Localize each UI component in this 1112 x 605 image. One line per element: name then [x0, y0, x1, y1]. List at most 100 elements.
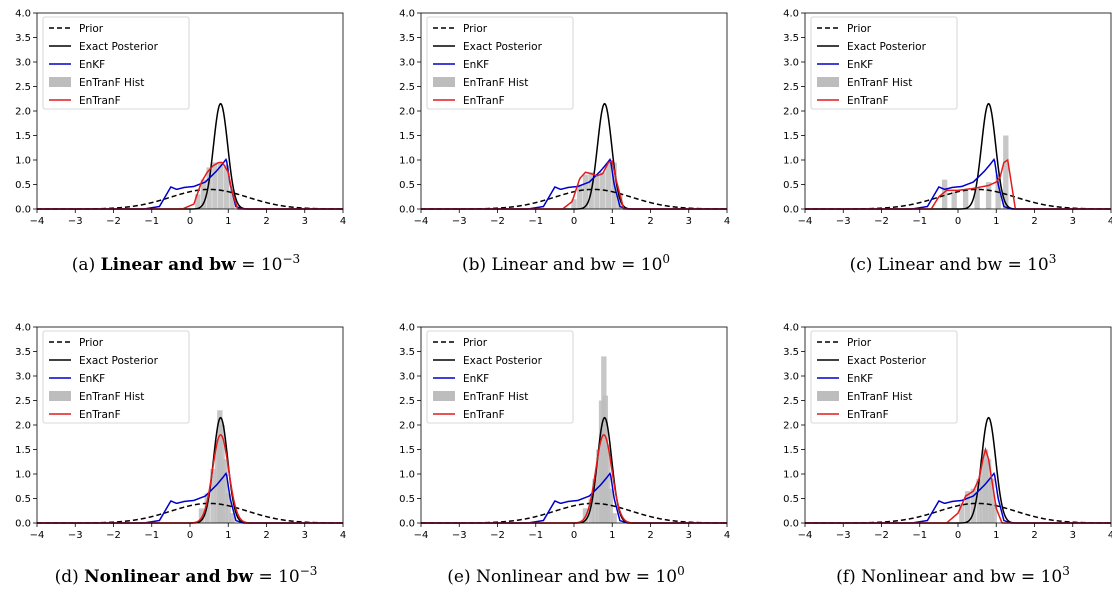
- x-tick-label: −1: [528, 530, 543, 541]
- y-tick-label: 1.0: [15, 470, 31, 481]
- y-tick-label: 0.0: [399, 519, 415, 530]
- hist-bar: [974, 186, 980, 209]
- hist-bar: [571, 199, 577, 209]
- hist-bar: [225, 493, 231, 523]
- legend-label: Prior: [463, 23, 488, 35]
- legend-label: EnTranF Hist: [463, 391, 528, 403]
- y-tick-label: 0.0: [783, 205, 799, 216]
- y-tick-label: 0.5: [783, 180, 799, 191]
- y-tick-label: 0.5: [399, 494, 415, 505]
- x-tick-label: 1: [609, 216, 615, 227]
- legend-label: Exact Posterior: [847, 355, 927, 367]
- legend-label: EnTranF: [463, 95, 505, 107]
- x-tick-label: −4: [30, 530, 45, 541]
- y-tick-label: 3.0: [15, 58, 31, 69]
- y-tick-label: 2.0: [15, 107, 31, 118]
- hist-bar: [229, 189, 235, 209]
- legend-swatch-hist: [817, 391, 839, 401]
- x-tick-label: 3: [302, 530, 308, 541]
- x-tick-label: −3: [836, 216, 851, 227]
- legend-label: EnTranF Hist: [79, 391, 144, 403]
- legend-label: EnKF: [463, 59, 489, 71]
- x-tick-label: −2: [490, 216, 505, 227]
- caption-d: (d) Nonlinear and bw = 10−3: [55, 564, 318, 587]
- entranf-line: [421, 433, 727, 524]
- y-tick-label: 0.0: [15, 519, 31, 530]
- y-tick-label: 1.5: [783, 131, 799, 142]
- x-tick-label: −4: [30, 216, 45, 227]
- y-tick-label: 2.5: [399, 396, 415, 407]
- exact-posterior-line: [421, 416, 727, 524]
- y-tick-label: 1.0: [783, 156, 799, 167]
- hist-bar: [219, 425, 225, 523]
- x-tick-label: 0: [187, 216, 193, 227]
- hist-bar: [988, 478, 995, 523]
- exact-posterior-line: [805, 416, 1111, 524]
- y-tick-label: 1.5: [15, 445, 31, 456]
- y-tick-label: 3.0: [15, 372, 31, 383]
- legend-swatch-hist: [49, 77, 71, 87]
- enkf-line: [421, 471, 727, 524]
- legend-swatch-hist: [817, 77, 839, 87]
- legend-label: EnTranF Hist: [79, 77, 144, 89]
- legend-label: Prior: [847, 337, 872, 349]
- x-tick-label: −3: [452, 530, 467, 541]
- legend-label: EnKF: [79, 59, 105, 71]
- y-tick-label: 1.5: [783, 445, 799, 456]
- y-tick-label: 4.0: [783, 323, 799, 334]
- hist-bar: [964, 491, 971, 523]
- x-tick-label: −4: [414, 530, 429, 541]
- chart-panel-e: −4 −3 −2 −1 0 1 2 3 4 0.0 0.5 1.0 1.5 2.0 2.5 3.0 3.5 4.0…: [399, 323, 730, 542]
- hist-bar: [1003, 135, 1009, 209]
- hist-bar: [577, 184, 583, 209]
- chart-panel-c: −4 −3 −2 −1 0 1 2 3 4 0.0 0.5 1.0 1.5 2.0 2.5 3.0 3.5 4.0…: [783, 9, 1112, 228]
- y-tick-label: 2.0: [15, 421, 31, 432]
- x-tick-label: 1: [609, 530, 615, 541]
- x-tick-label: 0: [955, 216, 961, 227]
- legend-label: EnTranF Hist: [847, 77, 912, 89]
- y-tick-label: 1.0: [399, 470, 415, 481]
- x-tick-label: 0: [955, 530, 961, 541]
- y-tick-label: 3.5: [399, 33, 415, 44]
- legend-box: [810, 330, 958, 424]
- prior-line: [421, 502, 728, 524]
- x-tick-label: 4: [724, 216, 730, 227]
- legend-box: [42, 330, 190, 424]
- x-tick-label: 3: [1070, 216, 1076, 227]
- hist-bar: [962, 189, 969, 209]
- x-tick-label: −1: [528, 216, 543, 227]
- x-tick-label: −1: [144, 530, 159, 541]
- y-tick-label: 2.5: [783, 82, 799, 93]
- x-tick-label: −3: [836, 530, 851, 541]
- y-tick-label: 1.5: [399, 445, 415, 456]
- hist-bar: [588, 498, 594, 523]
- legend-box: [426, 330, 574, 424]
- legend-label: EnKF: [79, 373, 105, 385]
- hist-bar: [212, 162, 218, 209]
- enkf-line: [805, 471, 1111, 524]
- hist-bar: [210, 469, 216, 523]
- caption-b: (b) Linear and bw = 100: [462, 252, 670, 275]
- enkf-line: [37, 157, 343, 210]
- y-tick-label: 3.0: [783, 372, 799, 383]
- legend-label: EnTranF: [79, 409, 121, 421]
- legend-label: EnTranF Hist: [847, 391, 912, 403]
- y-tick-label: 4.0: [15, 323, 31, 334]
- y-tick-label: 3.5: [783, 33, 799, 44]
- hist-bar: [617, 194, 623, 209]
- hist-bar: [970, 488, 976, 523]
- legend-label: Exact Posterior: [463, 41, 543, 53]
- x-tick-label: −2: [874, 530, 889, 541]
- x-tick-label: 1: [225, 216, 231, 227]
- y-tick-label: 4.0: [15, 9, 31, 20]
- x-tick-label: 2: [263, 216, 269, 227]
- entranf-line: [37, 433, 343, 524]
- x-tick-label: 3: [686, 530, 692, 541]
- legend-label: Exact Posterior: [463, 355, 543, 367]
- y-tick-label: 2.5: [15, 396, 31, 407]
- legend-label: Prior: [79, 23, 104, 35]
- hist-bar: [198, 508, 205, 523]
- hist-bar: [594, 174, 600, 209]
- hist-bar: [985, 182, 992, 209]
